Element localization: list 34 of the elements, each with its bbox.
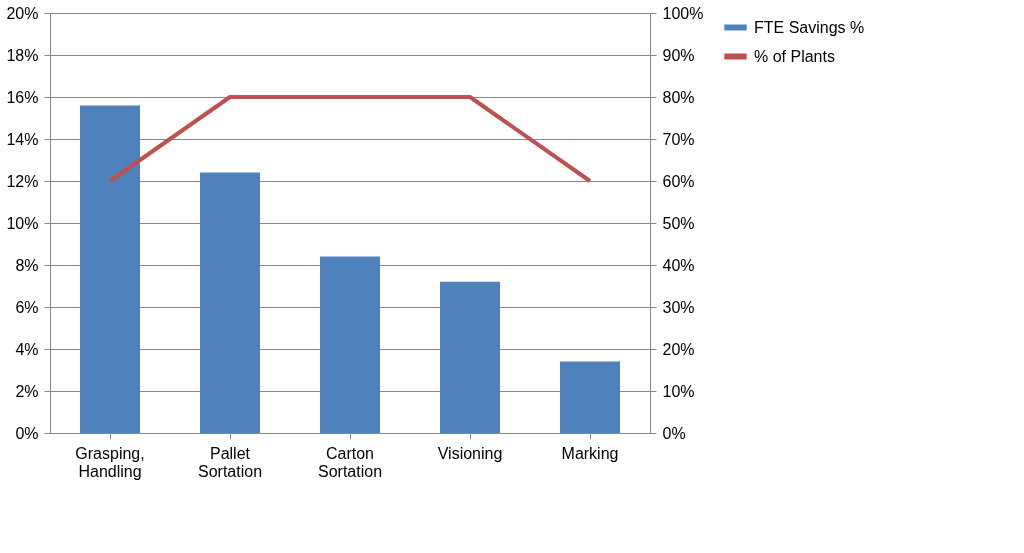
y-tick-label: 16% — [6, 88, 39, 106]
legend-label: FTE Savings % — [754, 18, 865, 36]
bar — [200, 172, 260, 433]
y2-tick-label: 50% — [662, 214, 695, 232]
y2-tick-label: 40% — [662, 256, 695, 274]
y2-tick-label: 20% — [662, 340, 695, 358]
y-tick-label: 12% — [6, 172, 39, 190]
y2-tick-label: 80% — [662, 88, 695, 106]
bar — [320, 256, 380, 433]
y-tick-label: 2% — [15, 382, 39, 400]
bar — [80, 105, 140, 433]
y-tick-label: 6% — [15, 298, 39, 316]
x-tick-label: Grasping, Handling — [75, 444, 145, 480]
x-tick-label: Pallet Sortation — [197, 444, 263, 480]
y2-tick-label: 70% — [662, 130, 695, 148]
y2-tick-label: 10% — [662, 382, 695, 400]
y2-tick-label: 30% — [662, 298, 695, 316]
y-tick-label: 14% — [6, 130, 39, 148]
y-tick-label: 4% — [15, 340, 39, 358]
y2-tick-label: 0% — [662, 424, 686, 442]
y-tick-label: 10% — [6, 214, 39, 232]
legend-label: % of Plants — [754, 47, 835, 65]
x-tick-label: Marking — [561, 444, 619, 462]
y2-tick-label: 90% — [662, 46, 695, 64]
y2-tick-label: 100% — [662, 4, 704, 22]
bar — [440, 281, 500, 433]
y-tick-label: 18% — [6, 46, 39, 64]
x-tick-label: Carton Sortation — [317, 444, 383, 480]
y-tick-label: 0% — [15, 424, 39, 442]
y2-tick-label: 60% — [662, 172, 695, 190]
y-tick-label: 20% — [6, 4, 39, 22]
y-tick-label: 8% — [15, 256, 39, 274]
x-tick-label: Visioning — [437, 444, 503, 462]
bar — [560, 361, 620, 433]
